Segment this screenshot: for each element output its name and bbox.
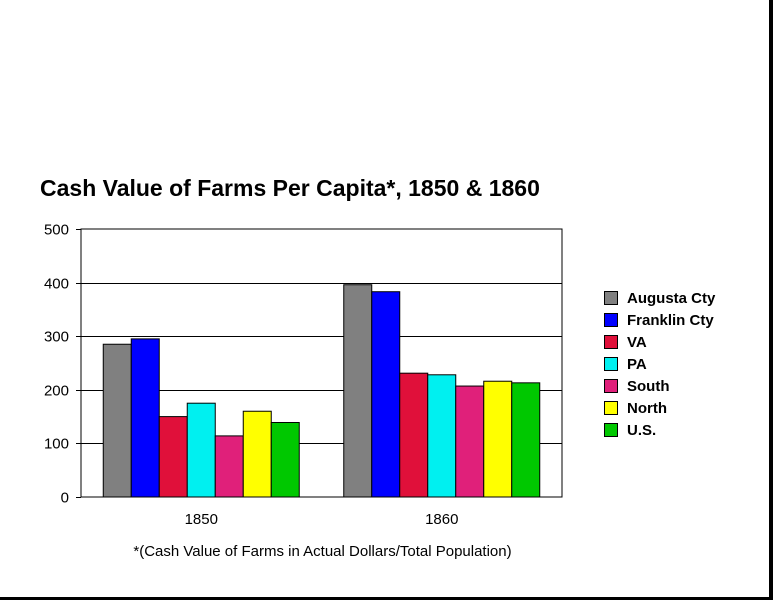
legend-swatch: [604, 313, 618, 327]
bar-augusta-cty-1860: [343, 284, 373, 498]
legend-label: Augusta Cty: [627, 289, 716, 307]
bar-u-s--1850: [270, 421, 300, 498]
y-tick-label: 500: [44, 222, 69, 239]
chart-footnote: *(Cash Value of Farms in Actual Dollars/…: [133, 543, 512, 560]
legend-label: North: [627, 399, 667, 417]
bar-pa-1850: [186, 402, 216, 498]
legend-item: South: [604, 375, 715, 397]
y-tick-label: 0: [61, 490, 69, 507]
x-tick-label: 1860: [425, 511, 458, 528]
bar-south-1850: [214, 435, 244, 498]
legend-item: U.S.: [604, 419, 715, 441]
legend-swatch: [604, 401, 618, 415]
legend-item: PA: [604, 353, 715, 375]
legend-swatch: [604, 379, 618, 393]
y-tick-label: 200: [44, 383, 69, 400]
bar-va-1860: [399, 372, 429, 498]
y-tick-label: 100: [44, 436, 69, 453]
bar-north-1860: [483, 380, 513, 498]
bar-va-1850: [158, 416, 188, 498]
legend-item: Franklin Cty: [604, 309, 715, 331]
bar-pa-1860: [427, 374, 457, 498]
bar-south-1860: [455, 385, 485, 498]
legend-label: South: [627, 377, 670, 395]
bar-franklin-cty-1860: [371, 291, 401, 498]
legend-label: Franklin Cty: [627, 311, 714, 329]
bar-u-s--1860: [511, 382, 541, 498]
y-tick-label: 300: [44, 329, 69, 346]
legend-label: VA: [627, 333, 647, 351]
legend-item: Augusta Cty: [604, 287, 715, 309]
chart-title: Cash Value of Farms Per Capita*, 1850 & …: [40, 175, 540, 201]
x-tick-label: 1850: [185, 511, 218, 528]
legend-item: VA: [604, 331, 715, 353]
y-tick-label: 400: [44, 276, 69, 293]
bar-north-1850: [242, 410, 272, 498]
frame-border-right: [769, 0, 773, 600]
bar-augusta-cty-1850: [102, 343, 132, 498]
bar-franklin-cty-1850: [130, 338, 160, 498]
legend-label: U.S.: [627, 421, 657, 439]
legend-item: North: [604, 397, 715, 419]
legend-swatch: [604, 357, 618, 371]
legend-swatch: [604, 423, 618, 437]
legend-label: PA: [627, 355, 647, 373]
chart-legend: Augusta Cty Franklin Cty VA PA South North U.S…: [604, 287, 715, 441]
frame-border-bottom: [0, 597, 773, 600]
legend-swatch: [604, 335, 618, 349]
legend-swatch: [604, 291, 618, 305]
